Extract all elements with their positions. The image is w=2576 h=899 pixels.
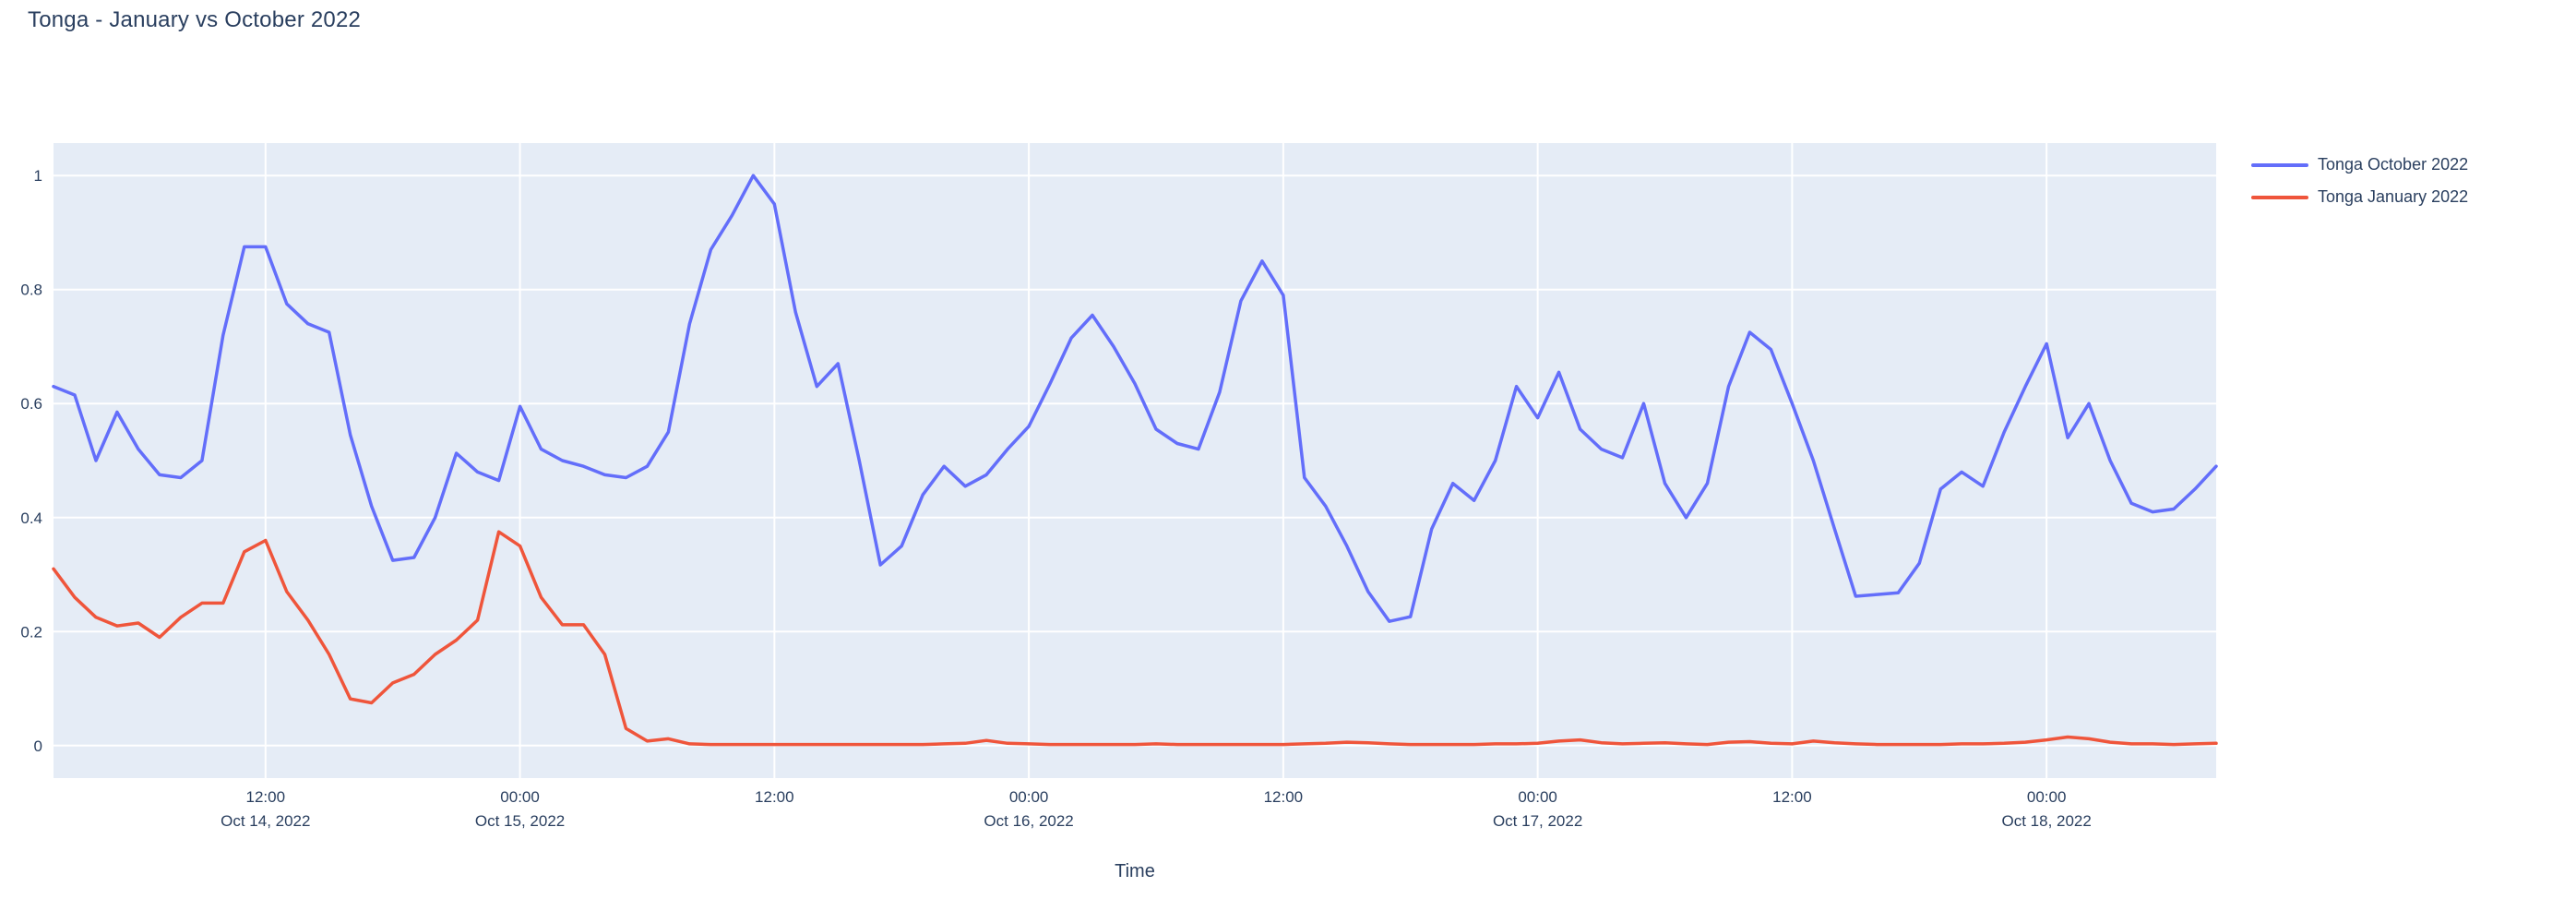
y-tick-label: 0.8: [20, 282, 42, 299]
x-tick-time-label: 12:00: [1264, 788, 1304, 806]
x-tick-time-label: 00:00: [1009, 788, 1049, 806]
legend-label: Tonga January 2022: [2318, 187, 2469, 206]
legend-item-tonga-january-2022[interactable]: Tonga January 2022: [2251, 187, 2468, 207]
series-line-tonga-october-2022[interactable]: [52, 174, 2218, 623]
x-tick-time-label: 00:00: [1518, 788, 1557, 806]
legend-swatch-october-line: [2251, 162, 2308, 167]
y-tick-label: 0.4: [20, 509, 42, 527]
x-tick-date-label: Oct 18, 2022: [2001, 812, 2091, 830]
y-tick-label: 1: [34, 167, 42, 185]
x-tick-date-label: Oct 14, 2022: [221, 812, 310, 830]
x-tick-time-label: 00:00: [2027, 788, 2067, 806]
legend-item-tonga-october-2022[interactable]: Tonga October 2022: [2251, 155, 2468, 174]
x-tick-time-label: 12:00: [246, 788, 286, 806]
x-axis-title: Time: [1115, 861, 1155, 881]
legend-label: Tonga October 2022: [2318, 155, 2469, 174]
series-line-tonga-january-2022[interactable]: [52, 530, 2218, 747]
chart-title: Tonga - January vs October 2022: [28, 7, 362, 32]
y-tick-label: 0.2: [20, 623, 42, 641]
x-tick-date-label: Oct 15, 2022: [475, 812, 565, 830]
legend-swatch-january-line: [2251, 195, 2308, 199]
plot-area[interactable]: [54, 143, 2216, 778]
legend: Tonga October 2022 Tonga January 2022: [2251, 155, 2468, 207]
x-tick-time-label: 00:00: [500, 788, 540, 806]
y-tick-label: 0.6: [20, 395, 42, 413]
y-tick-label: 0: [34, 737, 42, 755]
x-tick-time-label: 12:00: [1772, 788, 1812, 806]
x-tick-date-label: Oct 16, 2022: [984, 812, 1073, 830]
x-tick-time-label: 12:00: [755, 788, 794, 806]
x-tick-date-label: Oct 17, 2022: [1493, 812, 1582, 830]
